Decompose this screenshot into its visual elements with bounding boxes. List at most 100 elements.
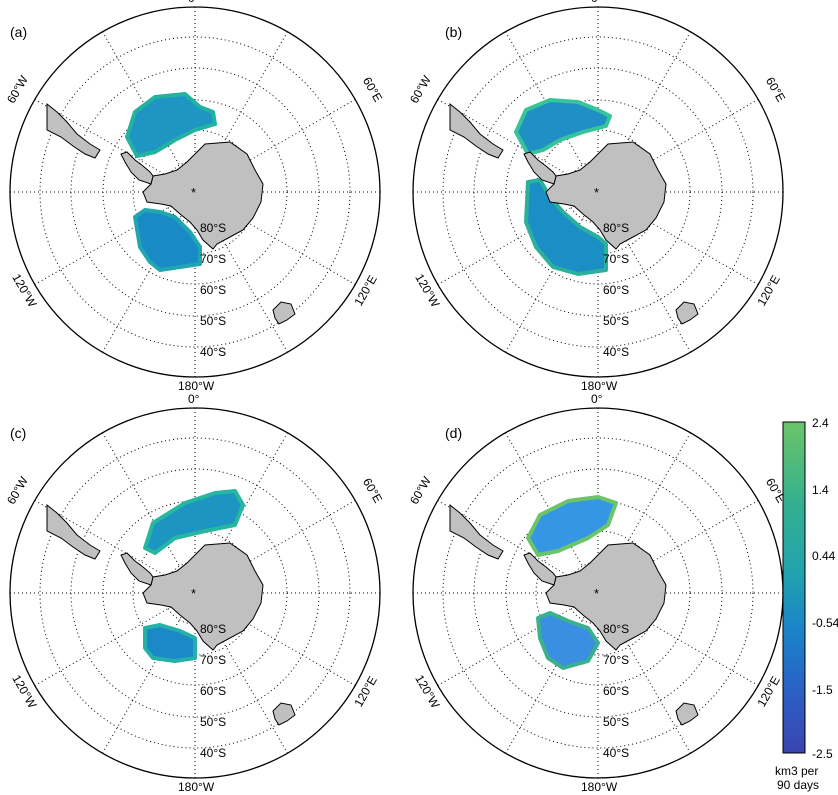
colorbar-tick-label: 1.4	[812, 483, 829, 497]
south-america-landmass	[449, 503, 504, 560]
new-zealand-landmass	[272, 301, 296, 325]
meridian-label-60e: 60°E	[763, 75, 788, 105]
meridian-label-60e: 60°E	[360, 75, 385, 105]
ice-shelf-swath	[143, 623, 197, 663]
meridian-label-180w: 180°W	[178, 780, 215, 794]
latitude-label: 60°S	[603, 283, 629, 297]
colorbar: 2.4 1.4 0.44 -0.54 -1.5 -2.5 km3 per 90 …	[775, 416, 838, 792]
colorbar-unit-line2: 90 days	[777, 778, 819, 792]
south-pole-marker: *	[594, 185, 599, 200]
meridian-label-180w: 180°W	[178, 379, 215, 393]
latitude-label: 50°S	[603, 314, 629, 328]
meridian-label-120w: 120°W	[412, 672, 443, 711]
latitude-gridline	[39, 36, 351, 348]
meridian-gridline	[102, 191, 196, 353]
latitude-label: 80°S	[603, 221, 629, 235]
new-zealand-landmass	[675, 702, 699, 726]
south-america-landmass	[46, 503, 101, 560]
meridian-gridline	[597, 31, 691, 193]
latitude-label: 60°S	[200, 684, 226, 698]
panel-label: (d)	[445, 425, 462, 441]
latitude-label: 40°S	[200, 345, 226, 359]
ice-shelf-swath	[536, 611, 600, 670]
latitude-label: 60°S	[200, 283, 226, 297]
meridian-gridline	[194, 31, 288, 193]
meridian-gridline	[505, 191, 599, 353]
latitude-label: 50°S	[200, 715, 226, 729]
meridian-label-60w: 60°W	[4, 73, 31, 106]
meridian-gridline	[437, 99, 599, 193]
ice-shelf-swath	[526, 495, 618, 557]
meridian-gridline	[505, 592, 599, 754]
meridian-label-0: 0°	[188, 0, 200, 5]
colorbar-tick-label: 0.44	[812, 549, 836, 563]
meridian-label-120w: 120°W	[9, 271, 40, 310]
latitude-label: 40°S	[603, 746, 629, 760]
meridian-gridline	[437, 592, 599, 686]
meridian-gridline	[597, 99, 759, 193]
meridian-label-0: 0°	[591, 392, 603, 406]
south-america-landmass	[449, 102, 504, 159]
panel-label: (c)	[10, 425, 26, 441]
meridian-label-120w: 120°W	[9, 672, 40, 711]
meridian-label-120e: 120°E	[754, 273, 783, 308]
meridian-label-60w: 60°W	[407, 73, 434, 106]
meridian-label-120w: 120°W	[412, 271, 443, 310]
latitude-gridline	[39, 437, 351, 749]
meridian-label-60w: 60°W	[407, 474, 434, 507]
meridian-gridline	[597, 191, 691, 353]
map-boundary	[9, 407, 381, 779]
south-pole-marker: *	[191, 185, 196, 200]
meridian-label-180w: 180°W	[581, 780, 618, 794]
meridian-gridline	[34, 592, 196, 686]
meridian-gridline	[597, 191, 759, 285]
meridian-label-120e: 120°E	[351, 674, 380, 709]
meridian-label-0: 0°	[188, 392, 200, 406]
meridian-gridline	[34, 191, 196, 285]
latitude-gridline	[442, 36, 754, 348]
meridian-gridline	[102, 432, 196, 594]
meridian-gridline	[437, 500, 599, 594]
meridian-label-120e: 120°E	[754, 674, 783, 709]
meridian-gridline	[194, 500, 356, 594]
ice-shelf-swath	[125, 92, 217, 158]
meridian-label-180w: 180°W	[581, 379, 618, 393]
meridian-gridline	[437, 191, 599, 285]
latitude-label: 60°S	[603, 684, 629, 698]
colorbar-ramp	[782, 421, 806, 754]
new-zealand-landmass	[675, 301, 699, 325]
meridian-gridline	[194, 191, 356, 285]
panel-c: (c) * 80°S 70°S 60°S 50°S 40°S 0° 180°W 60°W 60°E 1…	[4, 392, 385, 794]
meridian-gridline	[34, 500, 196, 594]
colorbar-tick-label: 2.4	[812, 416, 829, 430]
south-pole-marker: *	[191, 586, 196, 601]
map-boundary	[412, 6, 784, 378]
ice-shelf-swath	[143, 489, 245, 555]
meridian-gridline	[597, 432, 691, 594]
latitude-label: 80°S	[200, 622, 226, 636]
panel-b: (b) * 80°S 70°S 60°S 50°S 40°S 0° 180°W 60°W 60°E 1…	[407, 0, 788, 393]
latitude-gridline	[442, 437, 754, 749]
meridian-gridline	[597, 592, 759, 686]
latitude-label: 40°S	[603, 345, 629, 359]
meridian-gridline	[597, 592, 691, 754]
latitude-label: 70°S	[603, 653, 629, 667]
colorbar-tick-label: -2.5	[812, 747, 833, 761]
meridian-label-60e: 60°E	[360, 476, 385, 506]
meridian-gridline	[194, 592, 288, 754]
latitude-label: 50°S	[200, 314, 226, 328]
meridian-label-120e: 120°E	[351, 273, 380, 308]
panel-a: (a) * 80°S 70°S 60°S 50°S 40°S 0° 180°W 60°W 60°E 1…	[4, 0, 385, 393]
latitude-label: 40°S	[200, 746, 226, 760]
meridian-gridline	[102, 592, 196, 754]
colorbar-tick-label: -1.5	[812, 683, 833, 697]
latitude-label: 70°S	[200, 252, 226, 266]
ice-shelf-swath	[133, 208, 202, 272]
meridian-gridline	[194, 99, 356, 193]
panel-d: (d)*80°S70°S60°S50°S40°S0°180°W60°W 60°E1…	[407, 392, 788, 794]
panel-label: (b)	[445, 24, 462, 40]
meridian-gridline	[34, 99, 196, 193]
colorbar-tick-label: -0.54	[812, 616, 838, 630]
antarctic-peninsula	[120, 151, 154, 185]
